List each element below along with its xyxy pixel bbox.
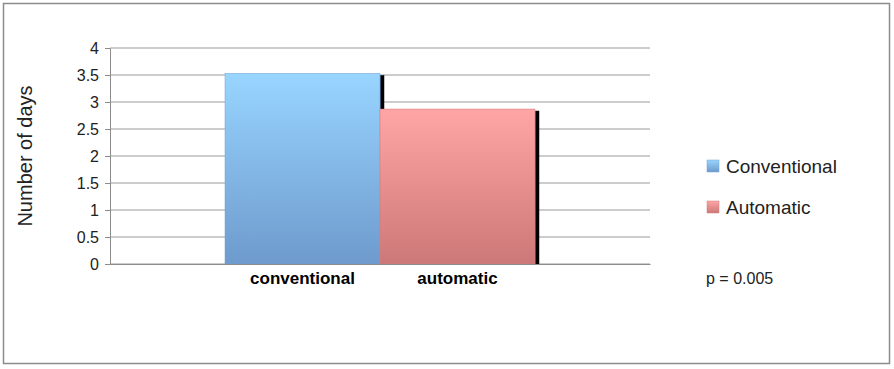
y-tick-label: 1: [90, 202, 99, 219]
y-tick-label: 1.5: [77, 175, 99, 192]
frame: [4, 4, 890, 364]
y-tick: 1.5: [77, 175, 110, 192]
y-tick: 0.5: [77, 229, 110, 246]
y-tick: 3: [90, 94, 110, 111]
y-tick: 2: [90, 148, 110, 165]
x-axis-line: [111, 264, 651, 265]
bar: [225, 73, 380, 264]
y-axis-line: [105, 49, 111, 265]
bar: [380, 109, 535, 264]
x-tick-label: automatic: [417, 269, 497, 288]
y-tick-label: 3: [90, 94, 99, 111]
y-tick-label: 0.5: [77, 229, 99, 246]
x-tick-label: conventional: [250, 269, 355, 288]
y-tick-mark: [105, 102, 110, 103]
y-tick-mark: [105, 75, 110, 76]
y-tick-label: 2.5: [77, 121, 99, 138]
y-tick: 4: [90, 40, 110, 57]
legend-label: Automatic: [726, 197, 810, 218]
y-tick-mark: [105, 156, 110, 157]
y-tick-mark: [105, 183, 110, 184]
y-tick-label: 3.5: [77, 67, 99, 84]
y-tick: 2.5: [77, 121, 110, 138]
y-tick: 1: [90, 202, 110, 219]
y-tick: 3.5: [77, 67, 110, 84]
y-tick-mark: [105, 48, 110, 49]
y-tick-mark: [105, 237, 110, 238]
legend-label: Conventional: [726, 156, 837, 177]
grid-line: [110, 48, 650, 49]
grid: [110, 48, 650, 264]
y-tick-mark: [105, 210, 110, 211]
x-tick: automatic: [417, 264, 497, 288]
annotation: p = 0.005: [706, 270, 773, 287]
y-tick-label: 4: [90, 40, 99, 57]
y-tick-label: 0: [90, 256, 99, 273]
y-tick: 0: [90, 256, 110, 273]
y-tick-label: 2: [90, 148, 99, 165]
y-tick-mark: [105, 129, 110, 130]
x-axis: conventional automatic: [111, 264, 651, 288]
legend: Conventional Automatic: [707, 156, 837, 218]
chart: 0 0.5 1 1.5 2 2.5 3 3.5 4 conventional automatic Nu…: [0, 0, 894, 369]
legend-swatch: [707, 201, 719, 213]
x-tick: conventional: [250, 264, 355, 288]
bars: [225, 73, 535, 264]
legend-swatch: [707, 160, 719, 172]
y-tick-mark: [105, 264, 110, 265]
y-axis-title: Number of days: [14, 85, 36, 226]
y-axis: 0 0.5 1 1.5 2 2.5 3 3.5 4: [77, 40, 111, 273]
